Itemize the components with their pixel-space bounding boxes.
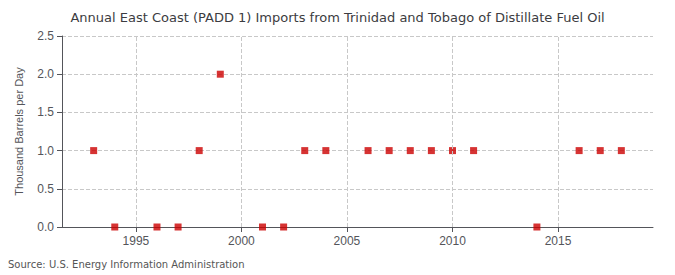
svg-text:2005: 2005	[334, 234, 361, 248]
svg-text:1.5: 1.5	[37, 105, 54, 119]
svg-text:1995: 1995	[123, 234, 150, 248]
svg-text:0.5: 0.5	[37, 182, 54, 196]
svg-text:2.0: 2.0	[37, 67, 54, 81]
svg-text:2015: 2015	[545, 234, 572, 248]
svg-text:Annual East Coast (PADD 1) Imp: Annual East Coast (PADD 1) Imports from …	[70, 10, 604, 25]
svg-text:1.0: 1.0	[37, 144, 54, 158]
svg-text:Source: U.S. Energy Informatio: Source: U.S. Energy Information Administ…	[8, 259, 245, 270]
svg-text:2000: 2000	[228, 234, 255, 248]
svg-text:2010: 2010	[439, 234, 466, 248]
svg-text:Thousand Barrels per Day: Thousand Barrels per Day	[13, 67, 25, 196]
svg-text:0.0: 0.0	[37, 220, 54, 234]
svg-text:2.5: 2.5	[37, 29, 54, 43]
